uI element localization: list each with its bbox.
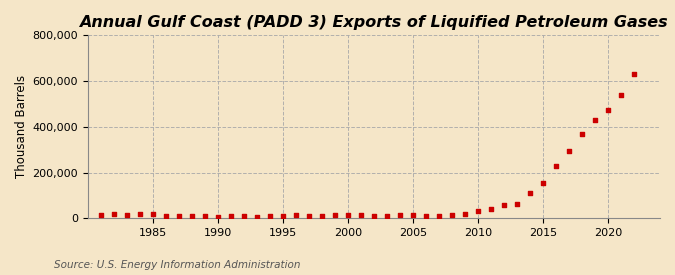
Point — [472, 209, 483, 214]
Point — [265, 214, 275, 219]
Point — [134, 212, 145, 217]
Point — [342, 212, 353, 217]
Point — [173, 214, 184, 218]
Point — [251, 214, 262, 219]
Point — [160, 214, 171, 218]
Point — [446, 213, 457, 217]
Point — [628, 72, 639, 76]
Point — [408, 213, 418, 218]
Point — [433, 214, 444, 218]
Point — [421, 213, 431, 218]
Point — [381, 214, 392, 218]
Point — [238, 214, 249, 218]
Point — [95, 213, 106, 217]
Point — [108, 212, 119, 216]
Point — [576, 131, 587, 136]
Point — [524, 191, 535, 195]
Point — [564, 148, 574, 153]
Point — [460, 212, 470, 216]
Point — [394, 213, 405, 217]
Point — [147, 212, 158, 216]
Point — [212, 215, 223, 219]
Point — [303, 213, 314, 218]
Point — [277, 213, 288, 218]
Point — [616, 93, 626, 97]
Point — [603, 108, 614, 112]
Point — [485, 207, 496, 211]
Point — [186, 214, 197, 218]
Point — [589, 118, 600, 122]
Point — [369, 214, 379, 218]
Point — [551, 163, 562, 168]
Point — [317, 214, 327, 218]
Text: Source: U.S. Energy Information Administration: Source: U.S. Energy Information Administ… — [54, 260, 300, 270]
Point — [199, 214, 210, 218]
Point — [290, 213, 301, 218]
Point — [121, 213, 132, 217]
Point — [512, 202, 522, 206]
Point — [498, 203, 509, 207]
Point — [329, 213, 340, 217]
Title: Annual Gulf Coast (PADD 3) Exports of Liquified Petroleum Gases: Annual Gulf Coast (PADD 3) Exports of Li… — [80, 15, 668, 30]
Point — [355, 213, 366, 217]
Point — [537, 181, 548, 185]
Y-axis label: Thousand Barrels: Thousand Barrels — [15, 75, 28, 178]
Point — [225, 214, 236, 219]
